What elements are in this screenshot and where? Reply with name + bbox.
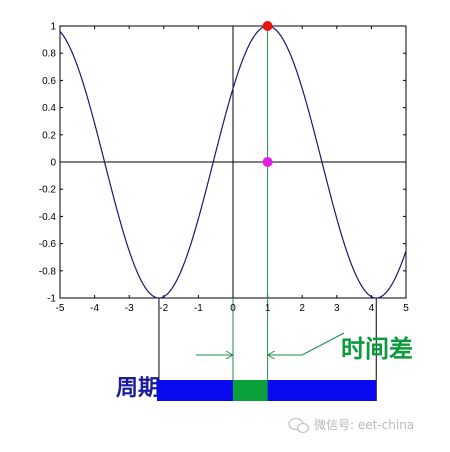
marker-layer <box>262 21 273 167</box>
x-tick-label: 5 <box>403 303 409 314</box>
y-tick-label: 0.2 <box>42 130 56 141</box>
tick-labels: -5 -4 -3 -2 -1 0 1 2 3 4 5 1 0.8 0.6 0.4 0.2 0 -0.2 -0.4 -0… <box>39 22 409 315</box>
x-tick-label: 2 <box>299 303 305 314</box>
x-tick-label: -1 <box>194 303 203 314</box>
period-label: 周期 <box>116 376 160 401</box>
y-tick-label: -1 <box>47 294 56 305</box>
watermark: 微信号: eet-china <box>288 417 414 434</box>
guide-lines <box>60 26 406 401</box>
y-tick-label: -0.8 <box>39 266 57 277</box>
y-tick-label: -0.2 <box>39 185 57 196</box>
x-tick-label: -2 <box>159 303 168 314</box>
y-tick-label: 0.8 <box>42 49 56 60</box>
y-tick-label: 0 <box>50 158 56 169</box>
y-tick-label: 0.4 <box>42 103 56 114</box>
curve-layer <box>59 25 407 299</box>
x-tick-label: 1 <box>265 303 271 314</box>
x-tick-label: 0 <box>230 303 236 314</box>
zero-crossing-marker <box>262 157 273 167</box>
y-tick-label: 1 <box>50 22 56 33</box>
x-tick-label: -5 <box>56 303 65 314</box>
time-difference-bar <box>233 380 268 401</box>
y-tick-label: -0.6 <box>39 239 57 250</box>
time-difference-label: 时间差 <box>341 335 413 363</box>
wechat-icon <box>288 417 310 434</box>
y-tick-label: -0.4 <box>39 212 57 223</box>
x-tick-label: 4 <box>369 303 375 314</box>
y-tick-label: 0.6 <box>42 76 56 87</box>
x-tick-label: -3 <box>125 303 134 314</box>
watermark-text: 微信号: eet-china <box>314 418 414 432</box>
x-tick-label: 3 <box>334 303 340 314</box>
label-leader-line <box>301 332 345 356</box>
right-arrow-icon <box>225 350 234 360</box>
peak-marker <box>262 21 273 31</box>
x-tick-label: -4 <box>90 303 99 314</box>
annotations: 周期 时间差 <box>116 332 413 401</box>
cosine-curve <box>59 25 407 299</box>
left-arrow-icon <box>267 350 275 360</box>
